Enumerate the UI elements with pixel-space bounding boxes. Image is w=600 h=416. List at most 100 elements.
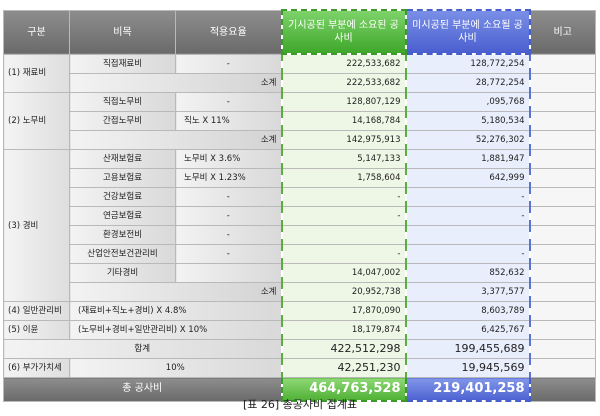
section-expense: (3) 경비 [3,149,70,302]
item-health-insurance: 건강보험료 [69,187,176,207]
rate-overhead: (재료비+직노+경비) X 4.8% [69,301,282,321]
remark-cell [529,320,596,340]
remark-cell [529,263,596,283]
remark-cell [529,92,596,112]
cost-summary-table: 구분 비목 적용요율 기시공된 부분에 소요된 공사비 미시공된 부분에 소요될… [3,9,596,402]
section-vat: (6) 부가가치세 [3,358,70,378]
remark-cell [529,130,596,150]
section-material: (1) 재료비 [3,53,70,93]
table-row: (6) 부가가치세 10% 42,251,230 19,945,569 [3,358,596,378]
rate-environment: - [175,225,282,245]
built-total: 464,763,528 [280,377,407,402]
built-employment-insurance: 1,758,604 [280,168,407,188]
unbuilt-sum: 199,455,689 [404,339,531,359]
built-direct-labor: 128,807,129 [280,92,407,112]
built-overhead: 17,870,090 [280,301,407,321]
item-direct-material: 직접재료비 [69,53,176,74]
unbuilt-industrial-insurance: 1,881,947 [404,149,531,169]
item-indirect-labor: 간접노무비 [69,111,176,131]
table-row: 건강보험료 - - - [4,187,596,207]
unbuilt-pension-insurance: - [404,206,531,226]
table-row: 소계 20,952,738 3,377,577 [4,282,596,302]
unbuilt-employment-insurance: 642,999 [404,168,531,188]
unbuilt-material-subtotal: 28,772,254 [404,73,531,93]
table-row: (3) 경비 산재보험료 노무비 X 3.6% 5,147,133 1,881,… [3,149,596,302]
sum-label: 합계 [3,339,282,359]
unbuilt-total: 219,401,258 [404,377,531,402]
built-indirect-labor: 14,168,784 [280,111,407,131]
item-other-expense: 기타경비 [69,263,176,283]
table-row: 소계 222,533,682 28,772,254 [4,73,596,93]
built-vat: 42,251,230 [280,358,407,378]
remark-cell [529,377,596,402]
rate-industrial-insurance: 노무비 X 3.6% [175,149,282,169]
remark-cell [529,206,596,226]
built-sum: 422,512,298 [280,339,407,359]
unbuilt-direct-labor: ,095,768 [404,92,531,112]
item-direct-labor: 직접노무비 [69,92,176,112]
built-profit: 18,179,874 [280,320,407,340]
built-safety: - [280,244,407,264]
table-caption: [표 26] 총공사비 집계표 [242,398,358,411]
item-pension-insurance: 연금보험료 [69,206,176,226]
remark-cell [529,282,596,302]
table-row: (2) 노무비 직접노무비 - 128,807,129 ,095,768 [3,92,596,150]
table-row: (1) 재료비 직접재료비 - 222,533,682 128,772,254 [3,53,596,93]
built-industrial-insurance: 5,147,133 [280,149,407,169]
rate-indirect-labor: 직노 X 11% [175,111,282,131]
remark-cell [529,149,596,169]
rate-safety: - [175,244,282,264]
rate-pension-insurance: - [175,206,282,226]
rate-other-expense [175,263,282,283]
table-row: 연금보험료 - - - [4,206,596,226]
unbuilt-labor-subtotal: 52,276,302 [404,130,531,150]
rate-health-insurance: - [175,187,282,207]
table-row: 간접노무비 직노 X 11% 14,168,784 5,180,534 [4,111,596,131]
section-profit: (5) 이윤 [3,320,70,340]
unbuilt-profit: 6,425,767 [404,320,531,340]
table-row: 환경보전비 - [4,225,596,245]
built-labor-subtotal: 142,975,913 [280,130,407,150]
section-labor: (2) 노무비 [3,92,70,150]
item-industrial-insurance: 산재보험료 [69,149,176,169]
remark-cell [529,168,596,188]
header-row: 구분 비목 적용요율 기시공된 부분에 소요된 공사비 미시공된 부분에 소요될… [3,9,596,55]
total-row: 총 공사비 464,763,528 219,401,258 [3,377,596,402]
unbuilt-health-insurance: - [404,187,531,207]
table-row: 합계 422,512,298 199,455,689 [3,339,596,359]
subtotal-expense-label: 소계 [69,282,282,302]
header-remarks: 비고 [529,9,596,55]
table-row: 산업안전보건관리비 - - - [4,244,596,264]
rate-vat: 10% [69,358,282,378]
unbuilt-environment [404,225,531,245]
remark-cell [529,111,596,131]
rate-direct-material: - [175,53,282,74]
remark-cell [529,187,596,207]
rate-profit: (노무비+경비+일반관리비) X 10% [69,320,282,340]
remark-cell [529,244,596,264]
rate-direct-labor: - [175,92,282,112]
unbuilt-direct-material: 128,772,254 [404,53,531,74]
table-row: (4) 일반관리비 (재료비+직노+경비) X 4.8% 17,870,090 … [3,301,596,321]
remark-cell [529,301,596,321]
rate-employment-insurance: 노무비 X 1.23% [175,168,282,188]
subtotal-material-label: 소계 [69,73,282,93]
header-cost-item: 비목 [69,9,176,55]
table-row: 기타경비 14,047,002 852,632 [4,263,596,283]
item-employment-insurance: 고용보험료 [69,168,176,188]
remark-cell [529,53,596,74]
built-direct-material: 222,533,682 [280,53,407,74]
table-row: 소계 142,975,913 52,276,302 [4,130,596,150]
header-rate: 적용요율 [175,9,282,55]
built-environment [280,225,407,245]
remark-cell [529,73,596,93]
header-unbuilt-cost: 미시공된 부분에 소요될 공사비 [404,9,531,55]
unbuilt-other-expense: 852,632 [404,263,531,283]
unbuilt-indirect-labor: 5,180,534 [404,111,531,131]
built-pension-insurance: - [280,206,407,226]
table-row: (5) 이윤 (노무비+경비+일반관리비) X 10% 18,179,874 6… [3,320,596,340]
unbuilt-safety: - [404,244,531,264]
unbuilt-vat: 19,945,569 [404,358,531,378]
item-safety: 산업안전보건관리비 [69,244,176,264]
total-label: 총 공사비 [3,377,282,402]
